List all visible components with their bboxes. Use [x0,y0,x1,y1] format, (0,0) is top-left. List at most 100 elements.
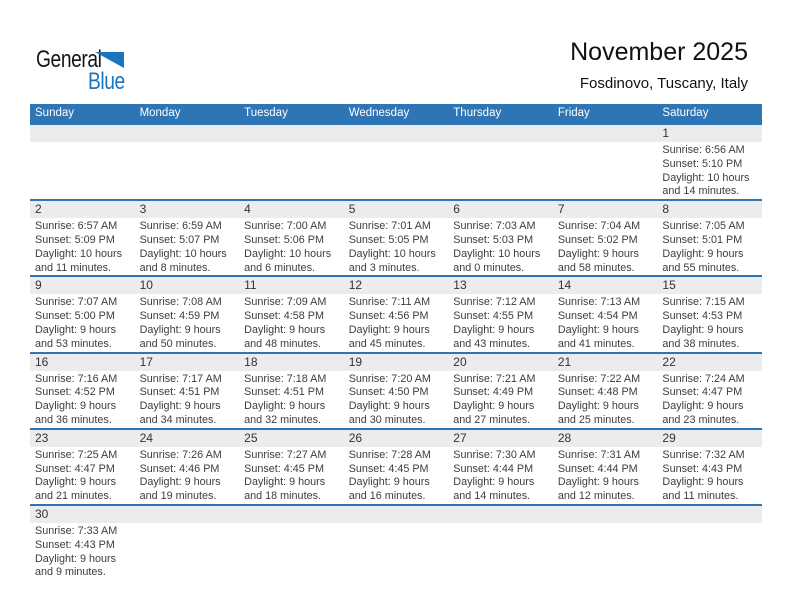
sunrise-text: Sunrise: 7:13 AM [557,296,641,309]
sunset-text: Sunset: 4:47 PM [35,462,115,475]
day-number: 20 [448,353,553,371]
day-cell-30: 30 Sunrise: 7:33 AM Sunset: 4:43 PM Dayligh… [30,505,135,580]
daylight-text: Daylight: 9 hours and 58 minutes. [557,247,639,274]
daylight-text: Daylight: 9 hours and 16 minutes. [348,476,430,503]
day-cell-4: 4 Sunrise: 7:00 AM Sunset: 5:06 PM Daylight… [239,201,344,275]
day-details: Sunrise: 7:16 AM Sunset: 4:52 PM Daylight:… [30,371,135,428]
sunset-text: Sunset: 4:56 PM [348,310,429,323]
sunset-text: Sunset: 4:45 PM [244,462,324,475]
calendar-weeks: 1 Sunrise: 6:56 AM Sunset: 5:10 PM Daylight… [30,123,762,580]
day-cell-empty [448,505,553,580]
day-number: 5 [343,201,449,219]
day-cell-empty [343,505,449,580]
week-row: 9 Sunrise: 7:07 AM Sunset: 5:00 PM Daylight… [30,275,762,351]
sunrise-text: Sunrise: 7:03 AM [453,220,536,233]
day-details: Sunrise: 7:03 AM Sunset: 5:03 PM Daylight:… [448,218,553,275]
sunrise-text: Sunrise: 7:22 AM [557,372,641,385]
day-cell-empty [657,505,762,580]
day-number: 6 [448,201,553,219]
daylight-text: Daylight: 10 hours and 11 minutes. [35,247,123,274]
day-cell-5: 5 Sunrise: 7:01 AM Sunset: 5:05 PM Daylight… [343,201,449,275]
sunrise-text: Sunrise: 7:33 AM [35,524,118,537]
day-details: Sunrise: 6:57 AM Sunset: 5:09 PM Daylight:… [30,218,135,275]
sunset-text: Sunset: 4:51 PM [244,386,324,399]
day-number: 26 [343,429,449,447]
sunrise-text: Sunrise: 6:56 AM [662,144,745,156]
sunset-text: Sunset: 4:45 PM [348,462,429,475]
day-number [552,125,658,142]
sunset-text: Sunset: 5:06 PM [244,233,324,246]
calendar-grid: Sunday Monday Tuesday Wednesday Thursday Frid… [30,104,762,580]
weekday-header-saturday: Saturday [662,107,709,119]
day-number: 16 [30,353,135,371]
sunset-text: Sunset: 4:43 PM [35,538,115,551]
sunrise-text: Sunrise: 7:09 AM [244,296,327,309]
day-number: 17 [134,353,240,371]
logo-text-blue: Blue [88,68,125,95]
day-cell-25: 25 Sunrise: 7:27 AM Sunset: 4:45 PM Dayligh… [239,429,344,504]
day-cell-28: 28 Sunrise: 7:31 AM Sunset: 4:44 PM Dayligh… [552,429,658,504]
day-number: 14 [552,277,658,295]
day-cell-15: 15 Sunrise: 7:15 AM Sunset: 4:53 PM Dayligh… [657,277,762,351]
sunrise-text: Sunrise: 6:57 AM [35,220,118,233]
day-cell-26: 26 Sunrise: 7:28 AM Sunset: 4:45 PM Dayligh… [343,429,449,504]
sunset-text: Sunset: 4:52 PM [35,386,115,399]
logo-text-general: General [36,46,102,73]
sunrise-text: Sunrise: 7:18 AM [244,372,327,385]
day-cell-22: 22 Sunrise: 7:24 AM Sunset: 4:47 PM Dayligh… [657,353,762,428]
day-cell-24: 24 Sunrise: 7:26 AM Sunset: 4:46 PM Dayligh… [134,429,240,504]
day-cell-empty [448,125,553,199]
day-cell-empty [239,125,344,199]
day-cell-29: 29 Sunrise: 7:32 AM Sunset: 4:43 PM Dayligh… [657,429,762,504]
day-number [448,505,553,523]
daylight-text: Daylight: 9 hours and 53 minutes. [35,323,117,350]
daylight-text: Daylight: 9 hours and 18 minutes. [244,476,326,503]
daylight-text: Daylight: 9 hours and 25 minutes. [557,400,639,426]
day-cell-7: 7 Sunrise: 7:04 AM Sunset: 5:02 PM Daylight… [552,201,658,275]
sunset-text: Sunset: 4:47 PM [662,386,743,399]
sunset-text: Sunset: 5:10 PM [662,157,743,170]
sunset-text: Sunset: 4:44 PM [453,462,534,475]
day-details: Sunrise: 7:28 AM Sunset: 4:45 PM Daylight:… [344,447,449,504]
day-cell-11: 11 Sunrise: 7:09 AM Sunset: 4:58 PM Dayligh… [239,277,344,351]
weekday-header-monday: Monday [139,107,181,119]
day-number: 9 [30,277,135,295]
daylight-text: Daylight: 9 hours and 32 minutes. [244,400,326,426]
daylight-text: Daylight: 10 hours and 3 minutes. [348,247,436,274]
daylight-text: Daylight: 9 hours and 27 minutes. [453,400,535,426]
sunset-text: Sunset: 5:01 PM [662,233,743,246]
day-details: Sunrise: 7:08 AM Sunset: 4:59 PM Daylight:… [135,294,240,351]
sunrise-text: Sunrise: 7:24 AM [662,372,745,385]
day-details: Sunrise: 7:05 AM Sunset: 5:01 PM Daylight:… [657,218,762,275]
weekday-header-tuesday: Tuesday [244,107,288,119]
week-row: 16 Sunrise: 7:16 AM Sunset: 4:52 PM Dayligh… [30,351,762,428]
week-row: 30 Sunrise: 7:33 AM Sunset: 4:43 PM Dayligh… [30,503,762,580]
sunrise-text: Sunrise: 7:04 AM [557,220,641,233]
day-cell-17: 17 Sunrise: 7:17 AM Sunset: 4:51 PM Dayligh… [134,353,240,428]
day-number: 24 [134,429,240,447]
day-number: 18 [239,353,344,371]
week-row: 1 Sunrise: 6:56 AM Sunset: 5:10 PM Daylight… [30,123,762,199]
day-details: Sunrise: 7:22 AM Sunset: 4:48 PM Daylight:… [553,371,658,428]
daylight-text: Daylight: 9 hours and 19 minutes. [139,476,221,503]
day-number [448,125,553,142]
day-cell-9: 9 Sunrise: 7:07 AM Sunset: 5:00 PM Daylight… [30,277,135,351]
day-details: Sunrise: 6:56 AM Sunset: 5:10 PM Daylight:… [657,142,762,199]
sunrise-text: Sunrise: 7:21 AM [453,372,536,385]
day-cell-23: 23 Sunrise: 7:25 AM Sunset: 4:47 PM Dayligh… [30,429,135,504]
sunset-text: Sunset: 5:00 PM [35,310,115,323]
day-details: Sunrise: 7:20 AM Sunset: 4:50 PM Daylight:… [344,371,449,428]
day-number: 28 [552,429,658,447]
day-cell-18: 18 Sunrise: 7:18 AM Sunset: 4:51 PM Dayligh… [239,353,344,428]
page-subtitle: Fosdinovo, Tuscany, Italy [579,75,748,92]
weekday-header-row: Sunday Monday Tuesday Wednesday Thursday Frid… [30,104,762,123]
day-details: Sunrise: 7:30 AM Sunset: 4:44 PM Daylight:… [448,447,553,504]
day-cell-6: 6 Sunrise: 7:03 AM Sunset: 5:03 PM Daylight… [448,201,553,275]
day-number: 25 [239,429,344,447]
day-number: 10 [134,277,240,295]
sunrise-text: Sunrise: 7:05 AM [662,220,745,233]
day-cell-10: 10 Sunrise: 7:08 AM Sunset: 4:59 PM Dayligh… [134,277,240,351]
weekday-header-thursday: Thursday [453,107,502,119]
sunset-text: Sunset: 5:05 PM [348,233,429,246]
daylight-text: Daylight: 10 hours and 0 minutes. [453,247,541,274]
